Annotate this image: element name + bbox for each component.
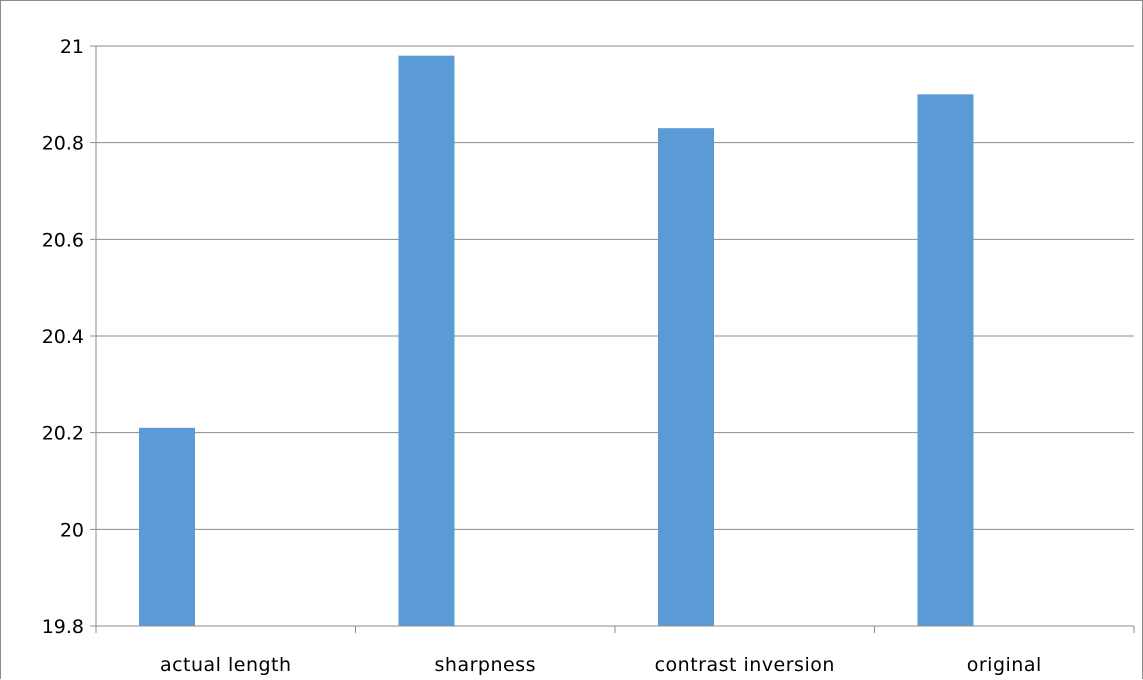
gridlines [90,45,1134,530]
x-category-label: original [967,654,1042,676]
y-tick-label: 20 [60,519,84,541]
x-category-label: actual length [160,654,292,676]
y-tick-label: 20.2 [42,423,84,445]
bars [139,55,974,627]
bar [917,94,974,627]
x-category-label: sharpness [435,654,537,676]
y-tick-label: 20.8 [42,133,84,155]
y-tick-label: 21 [60,36,84,58]
x-category-label: contrast inversion [655,654,835,676]
axes [90,46,1135,633]
y-tick-label: 20.4 [42,326,84,348]
y-tick-label: 19.8 [42,616,84,638]
x-category-labels: actual length sharpness contrast inversion… [160,654,1042,676]
y-tick-label: 20.6 [42,229,84,251]
bar [139,427,195,626]
bar [398,55,455,626]
bar [658,128,714,626]
y-tick-labels: 19.8 20 20.2 20.4 20.6 20.8 21 [42,36,84,638]
